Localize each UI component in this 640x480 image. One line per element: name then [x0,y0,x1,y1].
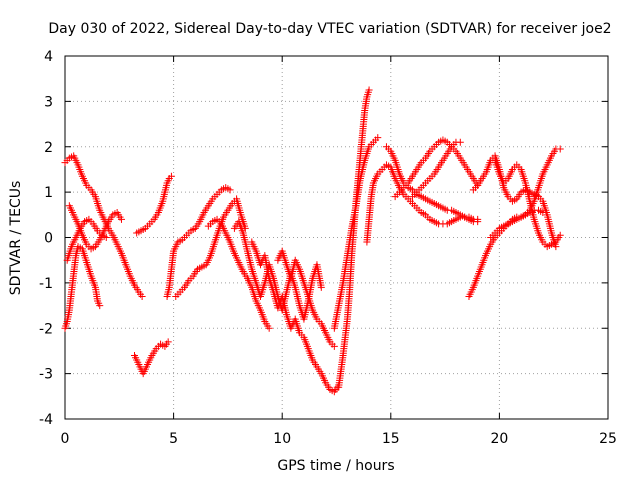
data-point-arc-n [374,134,382,142]
data-point-arc-p [474,218,482,226]
y-tick-label: 1 [44,185,53,201]
y-tick-label: -4 [39,412,53,428]
data-point-arc-g [226,186,234,194]
x-tick-label: 15 [382,431,400,447]
data-point-arc-r [456,138,464,146]
y-tick-label: -1 [39,276,53,292]
chart-title: Day 030 of 2022, Sidereal Day-to-day VTE… [48,21,611,37]
data-point-arc-i [265,324,273,332]
data-point-arc-m [365,86,373,94]
data-point-arc-c [96,302,104,310]
data-point-arc-l [330,342,338,350]
y-tick-label: -3 [39,367,53,383]
data-point-arc-e [164,338,172,346]
x-axis-label: GPS time / hours [277,458,394,474]
data-point-arc-d [117,215,125,223]
y-axis-label: SDTVAR / TECUs [8,181,24,296]
y-tick-label: -2 [39,321,53,337]
x-tick-label: 5 [169,431,178,447]
data-point-arc-v [556,145,564,153]
data-point-arc-f [167,172,175,180]
data-marks [61,86,564,396]
x-tick-label: 20 [490,431,508,447]
x-tick-label: 10 [273,431,291,447]
x-tick-label: 25 [599,431,617,447]
x-tick-label: 0 [61,431,70,447]
data-point-arc-a [138,292,146,300]
gridlines [65,56,608,419]
data-point-arc-j [317,283,325,291]
y-tick-label: 3 [44,94,53,110]
y-tick-label: 2 [44,140,53,156]
y-tick-label: 0 [44,231,53,247]
y-tick-label: 4 [44,49,53,65]
axis-ticks: 0 5 10 15 20 25 -4 -3 -2 -1 0 1 2 3 4 [39,49,617,447]
data-point-arc-u [556,231,564,239]
